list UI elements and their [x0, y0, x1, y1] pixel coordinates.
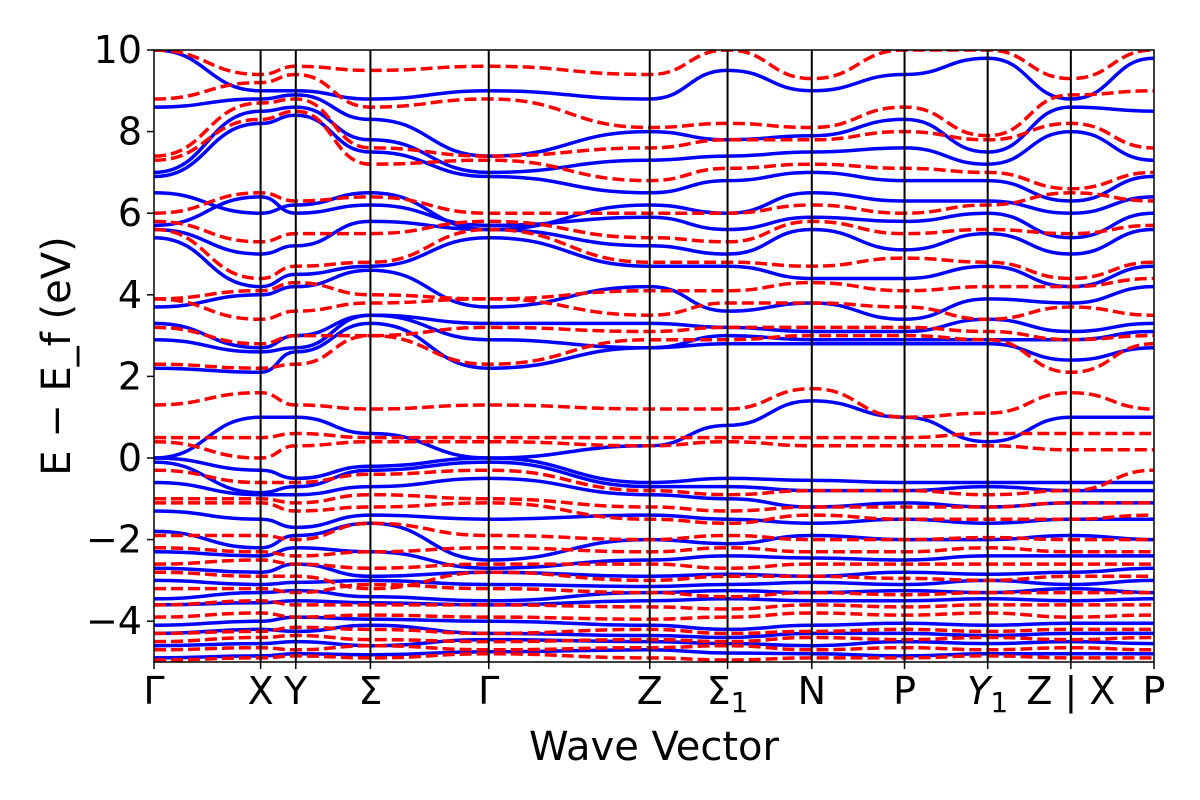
- dashed-band-21: [154, 227, 1154, 281]
- solid-band-19: [154, 235, 1154, 289]
- dashed-band-14: [154, 439, 1154, 460]
- x-tick-label-10: Z | X: [1026, 669, 1115, 714]
- dashed-band-25: [154, 97, 1154, 158]
- solid-band-13: [154, 456, 1154, 485]
- solid-band-24: [154, 105, 1154, 175]
- dashed-band-18: [154, 325, 1154, 346]
- solid-band-12: [154, 460, 1154, 495]
- x-tick-label-1: X: [248, 669, 274, 713]
- solid-band-7: [154, 562, 1154, 579]
- y-tick-label-0: −4: [86, 599, 142, 643]
- plot-frame: [153, 49, 1155, 663]
- dashed-band-26: [154, 72, 1154, 138]
- y-tick-label-6: 8: [118, 110, 142, 154]
- y-tick-label-2: 0: [118, 436, 142, 480]
- y-tick-label-7: 10: [94, 28, 142, 72]
- dashed-band-27: [154, 50, 1154, 81]
- solid-band-14: [154, 399, 1154, 460]
- dashed-band-16: [154, 386, 1154, 419]
- y-tick-label-1: −2: [86, 518, 142, 562]
- solid-band-20: [154, 219, 1154, 256]
- dashed-band-22: [154, 219, 1154, 244]
- x-axis-title: Wave Vector: [529, 724, 780, 770]
- dashed-band-23: [154, 191, 1154, 215]
- x-tick-label-8: P: [893, 669, 916, 713]
- dashed-band-19: [154, 297, 1154, 322]
- y-axis-title: E − E_f (eV): [34, 236, 80, 475]
- dashed-band-15: [154, 431, 1154, 440]
- x-tick-label-4: Γ: [478, 669, 499, 713]
- dashed-band-1: [154, 643, 1154, 652]
- x-tick-label-11: P: [1143, 669, 1166, 713]
- solid-band-26: [154, 50, 1154, 101]
- x-tick-label-5: Z: [637, 669, 663, 713]
- high-symmetry-lines: [259, 50, 1072, 662]
- solid-band-22: [154, 191, 1154, 232]
- x-tick-label-2: Y: [283, 669, 308, 713]
- x-tick-label-9: Y1: [967, 669, 1008, 719]
- x-tick-label-6: Σ1: [707, 669, 749, 719]
- x-axis: Γ X Y Σ Γ Z Σ1 N P Y1 Z | X P: [143, 662, 1165, 719]
- y-axis: −4 −2 0 2 4 6 8 10: [86, 28, 154, 643]
- y-tick-label-4: 4: [118, 273, 142, 317]
- y-tick-label-3: 2: [118, 354, 142, 398]
- x-tick-label-3: Σ: [358, 669, 382, 713]
- x-tick-label-0: Γ: [143, 669, 164, 713]
- band-lines: [154, 50, 1154, 662]
- solid-band-23: [154, 113, 1154, 203]
- dashed-band-20: [154, 276, 1154, 301]
- dashed-band-12: [154, 492, 1154, 513]
- y-tick-label-5: 6: [118, 191, 142, 235]
- x-tick-label-7: N: [798, 669, 826, 713]
